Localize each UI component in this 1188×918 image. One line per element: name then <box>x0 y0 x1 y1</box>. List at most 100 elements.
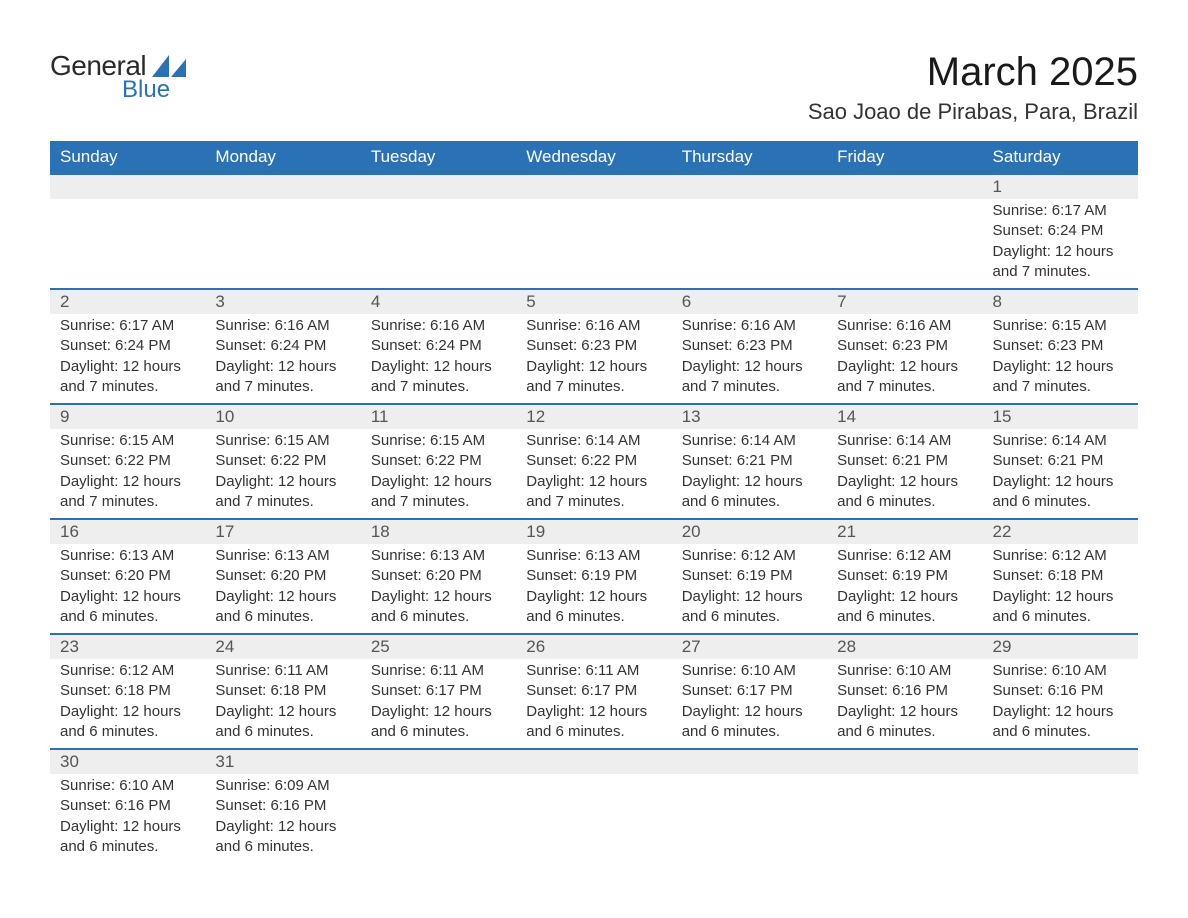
day-number: 10 <box>205 405 360 429</box>
sunset: Sunset: 6:22 PM <box>371 451 506 471</box>
calendar-day-cell: 5Sunrise: 6:16 AMSunset: 6:23 PMDaylight… <box>516 289 671 404</box>
day-number <box>983 750 1138 774</box>
calendar-week: 16Sunrise: 6:13 AMSunset: 6:20 PMDayligh… <box>50 519 1138 634</box>
day-number: 2 <box>50 290 205 314</box>
daylight: Daylight: 12 hours and 7 minutes. <box>993 357 1128 398</box>
day-details <box>983 774 1138 846</box>
day-details: Sunrise: 6:12 AMSunset: 6:18 PMDaylight:… <box>50 659 205 748</box>
day-details: Sunrise: 6:14 AMSunset: 6:21 PMDaylight:… <box>827 429 982 518</box>
day-header: Friday <box>827 141 982 174</box>
day-details: Sunrise: 6:13 AMSunset: 6:20 PMDaylight:… <box>205 544 360 633</box>
month-title: March 2025 <box>808 50 1138 95</box>
sunset: Sunset: 6:16 PM <box>215 796 350 816</box>
calendar-day-cell: 6Sunrise: 6:16 AMSunset: 6:23 PMDaylight… <box>672 289 827 404</box>
day-number: 3 <box>205 290 360 314</box>
daylight: Daylight: 12 hours and 6 minutes. <box>526 702 661 743</box>
day-details: Sunrise: 6:13 AMSunset: 6:20 PMDaylight:… <box>50 544 205 633</box>
sunrise: Sunrise: 6:14 AM <box>993 431 1128 451</box>
day-header: Sunday <box>50 141 205 174</box>
day-details <box>50 199 205 271</box>
day-number: 18 <box>361 520 516 544</box>
day-details <box>361 199 516 271</box>
calendar-day-cell: 14Sunrise: 6:14 AMSunset: 6:21 PMDayligh… <box>827 404 982 519</box>
sunset: Sunset: 6:20 PM <box>215 566 350 586</box>
day-number: 26 <box>516 635 671 659</box>
sunrise: Sunrise: 6:15 AM <box>371 431 506 451</box>
calendar-day-cell: 11Sunrise: 6:15 AMSunset: 6:22 PMDayligh… <box>361 404 516 519</box>
day-details: Sunrise: 6:11 AMSunset: 6:17 PMDaylight:… <box>361 659 516 748</box>
calendar-day-cell: 20Sunrise: 6:12 AMSunset: 6:19 PMDayligh… <box>672 519 827 634</box>
daylight: Daylight: 12 hours and 7 minutes. <box>215 357 350 398</box>
day-number: 15 <box>983 405 1138 429</box>
sunrise: Sunrise: 6:15 AM <box>215 431 350 451</box>
day-number: 7 <box>827 290 982 314</box>
day-number: 23 <box>50 635 205 659</box>
sunset: Sunset: 6:17 PM <box>371 681 506 701</box>
day-number: 6 <box>672 290 827 314</box>
logo-sail-icon <box>152 55 186 77</box>
daylight: Daylight: 12 hours and 6 minutes. <box>215 817 350 858</box>
day-number: 13 <box>672 405 827 429</box>
day-details: Sunrise: 6:10 AMSunset: 6:17 PMDaylight:… <box>672 659 827 748</box>
sunset: Sunset: 6:17 PM <box>526 681 661 701</box>
sunrise: Sunrise: 6:14 AM <box>837 431 972 451</box>
calendar-day-cell: 18Sunrise: 6:13 AMSunset: 6:20 PMDayligh… <box>361 519 516 634</box>
day-details: Sunrise: 6:10 AMSunset: 6:16 PMDaylight:… <box>983 659 1138 748</box>
day-number: 4 <box>361 290 516 314</box>
sunrise: Sunrise: 6:12 AM <box>993 546 1128 566</box>
sunset: Sunset: 6:20 PM <box>60 566 195 586</box>
sunset: Sunset: 6:20 PM <box>371 566 506 586</box>
calendar-day-cell: 24Sunrise: 6:11 AMSunset: 6:18 PMDayligh… <box>205 634 360 749</box>
day-details <box>516 774 671 846</box>
daylight: Daylight: 12 hours and 6 minutes. <box>526 587 661 628</box>
sunset: Sunset: 6:18 PM <box>993 566 1128 586</box>
daylight: Daylight: 12 hours and 6 minutes. <box>837 702 972 743</box>
day-number <box>827 750 982 774</box>
calendar-day-cell: 13Sunrise: 6:14 AMSunset: 6:21 PMDayligh… <box>672 404 827 519</box>
day-details: Sunrise: 6:12 AMSunset: 6:19 PMDaylight:… <box>827 544 982 633</box>
day-number: 31 <box>205 750 360 774</box>
day-details: Sunrise: 6:16 AMSunset: 6:24 PMDaylight:… <box>361 314 516 403</box>
day-number: 27 <box>672 635 827 659</box>
day-number: 25 <box>361 635 516 659</box>
sunset: Sunset: 6:22 PM <box>60 451 195 471</box>
day-number: 21 <box>827 520 982 544</box>
day-header: Wednesday <box>516 141 671 174</box>
daylight: Daylight: 12 hours and 7 minutes. <box>682 357 817 398</box>
sunrise: Sunrise: 6:13 AM <box>60 546 195 566</box>
calendar-week: 30Sunrise: 6:10 AMSunset: 6:16 PMDayligh… <box>50 749 1138 863</box>
sunrise: Sunrise: 6:13 AM <box>215 546 350 566</box>
calendar-day-cell <box>50 174 205 289</box>
day-number <box>361 175 516 199</box>
daylight: Daylight: 12 hours and 7 minutes. <box>993 242 1128 283</box>
day-number: 16 <box>50 520 205 544</box>
day-details: Sunrise: 6:13 AMSunset: 6:20 PMDaylight:… <box>361 544 516 633</box>
sunrise: Sunrise: 6:16 AM <box>371 316 506 336</box>
sunset: Sunset: 6:18 PM <box>215 681 350 701</box>
day-number: 9 <box>50 405 205 429</box>
day-number: 29 <box>983 635 1138 659</box>
sunrise: Sunrise: 6:09 AM <box>215 776 350 796</box>
logo-text-blue: Blue <box>122 76 170 104</box>
calendar-day-cell: 21Sunrise: 6:12 AMSunset: 6:19 PMDayligh… <box>827 519 982 634</box>
calendar-day-cell: 7Sunrise: 6:16 AMSunset: 6:23 PMDaylight… <box>827 289 982 404</box>
brand-logo: General Blue <box>50 50 186 104</box>
calendar-day-cell: 31Sunrise: 6:09 AMSunset: 6:16 PMDayligh… <box>205 749 360 863</box>
day-details: Sunrise: 6:16 AMSunset: 6:23 PMDaylight:… <box>827 314 982 403</box>
calendar-day-cell <box>672 174 827 289</box>
calendar-day-cell <box>205 174 360 289</box>
sunrise: Sunrise: 6:10 AM <box>60 776 195 796</box>
sunrise: Sunrise: 6:16 AM <box>215 316 350 336</box>
day-details <box>205 199 360 271</box>
title-block: March 2025 Sao Joao de Pirabas, Para, Br… <box>808 50 1138 125</box>
sunset: Sunset: 6:19 PM <box>837 566 972 586</box>
day-details <box>827 774 982 846</box>
sunset: Sunset: 6:19 PM <box>526 566 661 586</box>
day-details: Sunrise: 6:10 AMSunset: 6:16 PMDaylight:… <box>50 774 205 863</box>
calendar-day-cell: 27Sunrise: 6:10 AMSunset: 6:17 PMDayligh… <box>672 634 827 749</box>
daylight: Daylight: 12 hours and 6 minutes. <box>682 587 817 628</box>
sunrise: Sunrise: 6:11 AM <box>526 661 661 681</box>
sunrise: Sunrise: 6:15 AM <box>60 431 195 451</box>
calendar-day-cell: 28Sunrise: 6:10 AMSunset: 6:16 PMDayligh… <box>827 634 982 749</box>
sunrise: Sunrise: 6:16 AM <box>682 316 817 336</box>
